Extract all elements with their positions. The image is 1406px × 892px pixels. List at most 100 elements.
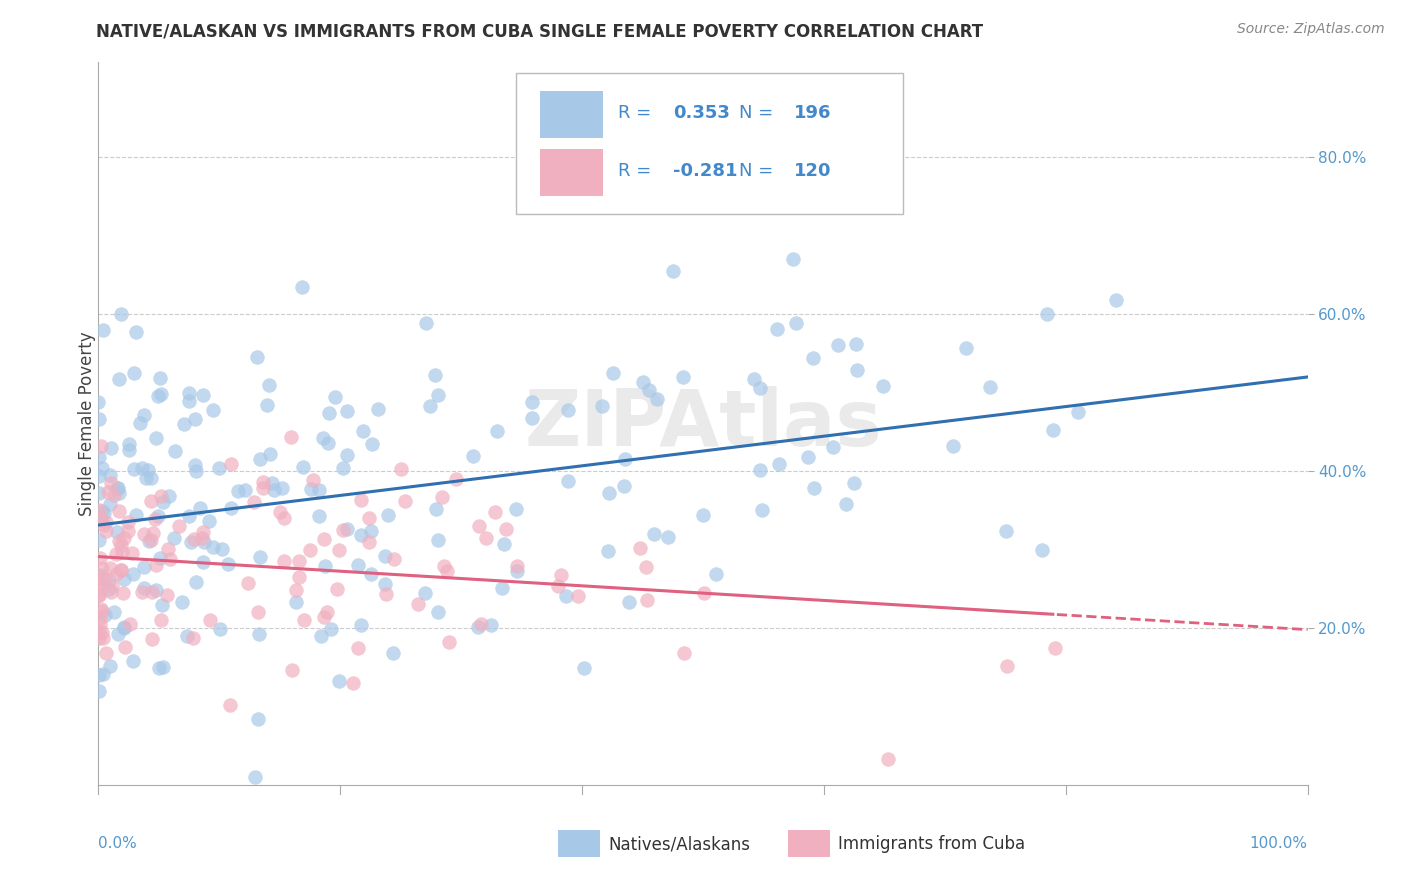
Point <box>942 439 965 453</box>
Point <box>475 531 498 545</box>
Point <box>284 595 307 609</box>
Point <box>259 447 281 461</box>
Point <box>637 383 659 397</box>
Point <box>408 597 430 611</box>
Point <box>350 492 373 507</box>
Point <box>177 509 200 524</box>
Point <box>132 527 155 541</box>
Point <box>613 452 636 467</box>
Point <box>426 533 449 547</box>
Point <box>111 586 134 600</box>
Point <box>90 625 112 640</box>
Point <box>202 403 225 417</box>
Point <box>90 569 112 583</box>
Point <box>350 528 373 542</box>
Point <box>742 371 765 385</box>
Text: Source: ZipAtlas.com: Source: ZipAtlas.com <box>1237 22 1385 37</box>
Point <box>430 490 453 504</box>
Point <box>108 485 131 500</box>
Point <box>141 632 163 646</box>
Point <box>877 752 900 766</box>
Point <box>91 604 114 618</box>
Text: Immigrants from Cuba: Immigrants from Cuba <box>838 835 1025 854</box>
Text: ZIPAtlas: ZIPAtlas <box>524 385 882 462</box>
Text: N =: N = <box>740 104 779 122</box>
Point <box>413 586 436 600</box>
Point <box>634 560 657 574</box>
Point <box>143 511 166 525</box>
Point <box>129 416 152 430</box>
Point <box>176 629 198 643</box>
Point <box>374 549 396 564</box>
Point <box>692 508 714 522</box>
Point <box>96 524 118 538</box>
Point <box>318 435 340 450</box>
Point <box>299 543 322 558</box>
Point <box>159 551 181 566</box>
Point <box>252 475 274 490</box>
Point <box>494 537 516 551</box>
Point <box>89 412 111 426</box>
Point <box>156 588 179 602</box>
Point <box>749 462 772 476</box>
Point <box>433 559 456 574</box>
Point <box>308 483 330 498</box>
Point <box>827 338 849 352</box>
Point <box>394 494 416 508</box>
Point <box>90 513 112 527</box>
Point <box>110 563 132 577</box>
Point <box>291 280 314 294</box>
Point <box>103 605 125 619</box>
Y-axis label: Single Female Poverty: Single Female Poverty <box>79 332 96 516</box>
Point <box>114 640 136 654</box>
Point <box>326 582 349 597</box>
Point <box>291 459 314 474</box>
Point <box>150 489 173 503</box>
Point <box>191 555 214 569</box>
Point <box>377 508 399 522</box>
Point <box>336 522 359 536</box>
Point <box>520 395 543 409</box>
Point <box>704 566 727 581</box>
Point <box>325 390 347 404</box>
Point <box>602 366 624 380</box>
Point <box>87 469 110 483</box>
Point <box>94 646 117 660</box>
Point <box>100 441 122 455</box>
Point <box>662 264 685 278</box>
Point <box>766 321 789 335</box>
Text: R =: R = <box>619 104 658 122</box>
Point <box>114 572 136 586</box>
Point <box>842 476 865 491</box>
Point <box>149 370 172 384</box>
Point <box>312 432 335 446</box>
Point <box>643 527 665 541</box>
Point <box>437 635 460 649</box>
Point <box>107 627 129 641</box>
Point <box>100 475 122 490</box>
Point <box>316 605 339 619</box>
Point <box>486 424 509 438</box>
Point <box>554 589 576 603</box>
Point <box>183 458 205 472</box>
Point <box>419 400 441 414</box>
Point <box>183 532 205 546</box>
Point <box>426 388 449 402</box>
Point <box>90 602 112 616</box>
Point <box>1042 423 1064 437</box>
Point <box>121 546 143 560</box>
Point <box>617 595 640 609</box>
Point <box>124 462 146 476</box>
Point <box>112 619 135 633</box>
Text: -0.281: -0.281 <box>672 161 737 180</box>
Point <box>347 558 370 572</box>
Point <box>90 503 112 517</box>
Point <box>209 622 232 636</box>
Point <box>226 483 249 498</box>
Point <box>375 587 398 601</box>
Point <box>567 590 589 604</box>
Point <box>100 585 122 599</box>
Point <box>98 497 121 511</box>
Point <box>360 567 382 582</box>
Point <box>751 502 773 516</box>
